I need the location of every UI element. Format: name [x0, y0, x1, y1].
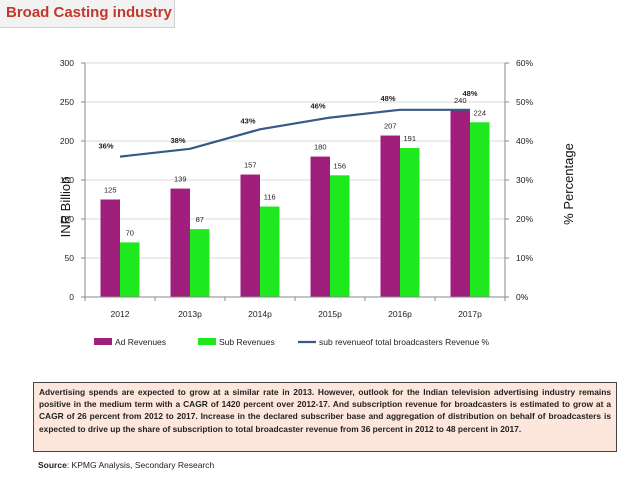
sub-revenue-bar — [330, 175, 350, 297]
y-tick-label: 50 — [65, 253, 75, 263]
source-text: : KPMG Analysis, Secondary Research — [66, 460, 215, 470]
ad-revenue-bar — [100, 199, 120, 297]
y2-tick-label: 60% — [516, 58, 533, 68]
sub-revenue-label: 224 — [473, 108, 486, 117]
commentary-box: Advertising spends are expected to grow … — [33, 382, 617, 452]
y-tick-label: 150 — [60, 175, 74, 185]
revenue-share-polyline — [119, 108, 470, 158]
sub-revenue-label: 116 — [264, 193, 276, 202]
y2-tick-label: 10% — [516, 253, 533, 263]
legend-swatch-sub — [198, 338, 216, 345]
source-line: Source: KPMG Analysis, Secondary Researc… — [38, 460, 214, 470]
y2-tick-label: 30% — [516, 175, 533, 185]
y-tick-label: 0 — [69, 292, 74, 302]
y2-tick-label: 0% — [516, 292, 529, 302]
x-tick-label: 2013p — [178, 309, 202, 319]
ad-revenue-label: 180 — [314, 143, 327, 152]
gridlines — [85, 62, 505, 259]
x-tick-label: 2015p — [318, 309, 342, 319]
sub-revenue-bar — [120, 242, 140, 297]
sub-revenue-bar — [260, 206, 280, 297]
y-axis-title: INR Billion — [58, 177, 73, 238]
revenue-share-line — [119, 108, 470, 158]
legend: Ad Revenues Sub Revenues sub revenueof tot… — [94, 337, 490, 347]
ad-revenue-bar — [240, 174, 260, 297]
y-tick-label: 300 — [60, 58, 74, 68]
legend-label-ad: Ad Revenues — [115, 337, 166, 347]
sub-revenue-label: 70 — [126, 228, 134, 237]
pct-label: 43% — [240, 116, 255, 125]
pct-label: 38% — [170, 136, 185, 145]
ad-revenue-label: 139 — [174, 175, 187, 184]
sub-revenue-label: 156 — [333, 161, 346, 170]
x-tick-label: 2016p — [388, 309, 412, 319]
y-tick-label: 250 — [60, 97, 74, 107]
ad-revenue-bar — [450, 109, 470, 297]
ad-revenue-bar — [310, 156, 330, 297]
ad-revenue-label: 157 — [244, 161, 257, 170]
sub-revenue-bar — [400, 148, 420, 297]
x-tick-label: 2012 — [111, 309, 130, 319]
pct-label: 36% — [98, 142, 113, 151]
commentary-text: Advertising spends are expected to grow … — [39, 387, 611, 434]
axes: 0 0% 50 10% 100 20% 150 30% 200 40% 250 50% 300 60% 20… — [58, 58, 576, 319]
y2-tick-label: 50% — [516, 97, 533, 107]
sub-revenue-bar — [470, 122, 490, 297]
legend-label-line: sub revenueof total broadcasters Revenue… — [319, 337, 490, 347]
ad-revenue-label: 125 — [104, 186, 117, 195]
revenue-chart: 125 70 139 87 157 116 180 156 207 191 240 224 36% 38%… — [58, 58, 576, 347]
y2-tick-label: 20% — [516, 214, 533, 224]
ad-revenue-label: 240 — [454, 96, 467, 105]
y-tick-label: 100 — [60, 214, 74, 224]
sub-revenue-bar — [190, 229, 210, 297]
ad-revenue-label: 207 — [384, 122, 397, 131]
y2-axis-title: % Percentage — [561, 143, 576, 225]
sub-revenue-label: 191 — [403, 134, 416, 143]
y-tick-label: 200 — [60, 136, 74, 146]
sub-revenue-label: 87 — [196, 215, 204, 224]
pct-label: 46% — [310, 102, 325, 111]
ad-revenue-bar — [170, 188, 190, 297]
legend-swatch-ad — [94, 338, 112, 345]
pct-label: 48% — [462, 89, 477, 98]
legend-label-sub: Sub Revenues — [219, 337, 275, 347]
x-tick-label: 2017p — [458, 309, 482, 319]
slide-title: Broad Casting industry — [6, 4, 172, 21]
y2-tick-label: 40% — [516, 136, 533, 146]
bars — [100, 109, 490, 297]
data-labels: 125 70 139 87 157 116 180 156 207 191 240 224 36% 38%… — [98, 89, 486, 238]
source-label: Source — [38, 460, 67, 470]
pct-label: 48% — [380, 94, 395, 103]
ad-revenue-bar — [380, 135, 400, 297]
x-tick-label: 2014p — [248, 309, 272, 319]
title-box: Broad Casting industry — [0, 0, 175, 28]
